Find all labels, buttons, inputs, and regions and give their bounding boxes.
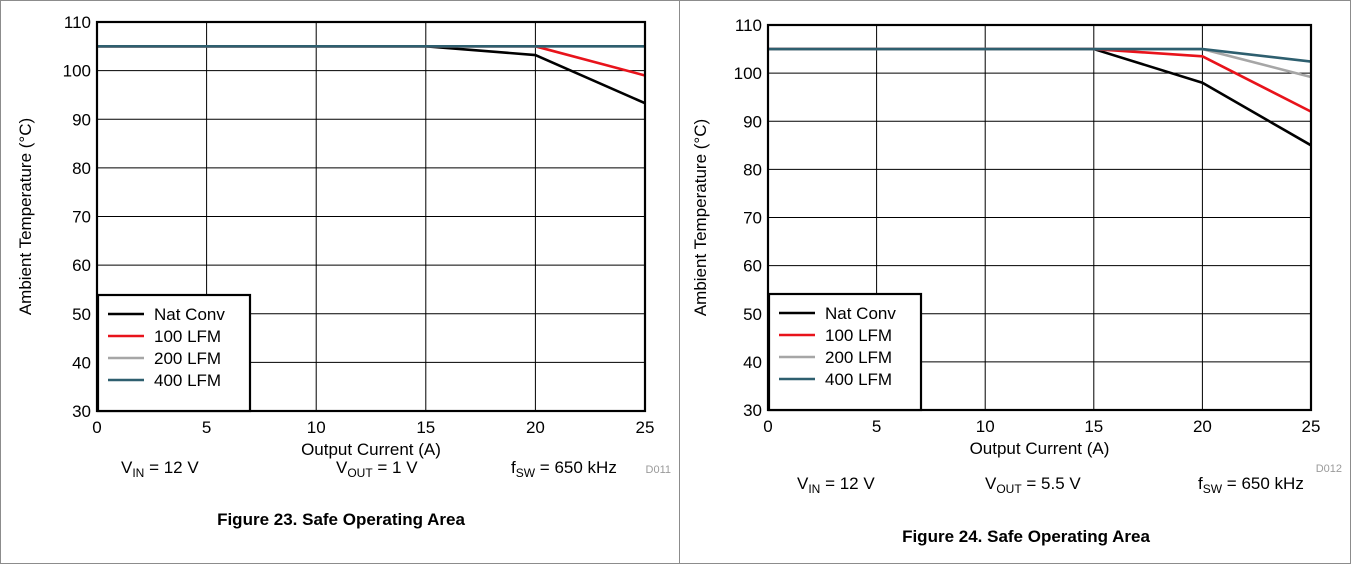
y-tick-label: 100 bbox=[734, 64, 762, 83]
condition-label: VOUT = 5.5 V bbox=[985, 474, 1081, 496]
x-tick-label: 10 bbox=[976, 417, 995, 436]
x-tick-label: 20 bbox=[526, 418, 545, 437]
y-tick-label: 40 bbox=[72, 353, 91, 372]
figure-24-panel: 0 5 10 15 20 25 30 40 50 60 70 80 90 100 110 Output Cur… bbox=[679, 0, 1351, 564]
x-tick-label: 5 bbox=[202, 418, 211, 437]
condition-label: fSW = 650 kHz bbox=[511, 458, 617, 480]
x-tick-label: 15 bbox=[1084, 417, 1103, 436]
x-axis-label: Output Current (A) bbox=[301, 440, 441, 459]
legend-label: 400 LFM bbox=[154, 371, 221, 390]
x-axis-label: Output Current (A) bbox=[970, 439, 1110, 458]
condition-label: fSW = 650 kHz bbox=[1198, 474, 1304, 496]
legend-label: 100 LFM bbox=[154, 327, 221, 346]
y-tick-label: 70 bbox=[72, 208, 91, 227]
y-axis-label: Ambient Temperature (°C) bbox=[16, 118, 35, 315]
y-tick-label: 40 bbox=[743, 353, 762, 372]
figure-caption: Figure 24. Safe Operating Area bbox=[902, 527, 1150, 546]
figure-code: D011 bbox=[646, 464, 671, 476]
series-line-nat-conv bbox=[768, 47, 1312, 147]
condition-label: VIN = 12 V bbox=[797, 474, 875, 496]
y-tick-label: 110 bbox=[64, 13, 91, 32]
y-tick-label: 90 bbox=[72, 110, 91, 129]
legend-label: 100 LFM bbox=[825, 326, 892, 345]
x-tick-label: 0 bbox=[92, 418, 101, 437]
plot-frame bbox=[95, 20, 647, 413]
figure-caption: Figure 23. Safe Operating Area bbox=[217, 510, 465, 529]
y-tick-label: 110 bbox=[735, 16, 762, 35]
legend-label: 200 LFM bbox=[154, 349, 221, 368]
y-tick-label: 100 bbox=[63, 62, 91, 81]
x-tick-label: 25 bbox=[636, 418, 655, 437]
legend-label: 200 LFM bbox=[825, 348, 892, 367]
y-tick-label: 50 bbox=[743, 305, 762, 324]
series-group bbox=[97, 45, 646, 105]
legend: Nat Conv 100 LFM 200 LFM 400 LFM bbox=[96, 293, 252, 413]
y-axis-label: Ambient Temperature (°C) bbox=[691, 119, 710, 316]
y-tick-label: 70 bbox=[743, 209, 762, 228]
y-tick-label: 60 bbox=[743, 257, 762, 276]
y-tick-label: 30 bbox=[743, 401, 762, 420]
series-line-100-lfm bbox=[768, 47, 1312, 113]
legend-label: Nat Conv bbox=[825, 304, 896, 323]
safe-operating-area-chart-24: 0 5 10 15 20 25 30 40 50 60 70 80 90 100 110 Output Cur… bbox=[691, 16, 1342, 546]
legend: Nat Conv 100 LFM 200 LFM 400 LFM bbox=[767, 292, 923, 412]
x-tick-label: 10 bbox=[307, 418, 326, 437]
legend-label: 400 LFM bbox=[825, 370, 892, 389]
figure-23-panel: 0 5 10 15 20 25 30 40 50 60 70 80 90 100 110 Output Cur… bbox=[0, 0, 680, 564]
y-tick-label: 30 bbox=[72, 402, 91, 421]
x-tick-label: 0 bbox=[763, 417, 772, 436]
x-tick-label: 15 bbox=[416, 418, 435, 437]
x-tick-label: 20 bbox=[1193, 417, 1212, 436]
y-tick-label: 50 bbox=[72, 305, 91, 324]
x-tick-label: 5 bbox=[872, 417, 881, 436]
y-tick-label: 60 bbox=[72, 256, 91, 275]
y-tick-label: 90 bbox=[743, 112, 762, 131]
x-tick-label: 25 bbox=[1302, 417, 1321, 436]
y-tick-label: 80 bbox=[72, 159, 91, 178]
plot-frame bbox=[766, 23, 1313, 412]
series-line-400-lfm bbox=[768, 47, 1312, 63]
condition-label: VOUT = 1 V bbox=[336, 458, 418, 480]
series-group bbox=[768, 47, 1312, 147]
y-tick-label: 80 bbox=[743, 160, 762, 179]
safe-operating-area-chart-23: 0 5 10 15 20 25 30 40 50 60 70 80 90 100 110 Output Cur… bbox=[16, 13, 671, 529]
legend-label: Nat Conv bbox=[154, 305, 225, 324]
figure-code: D012 bbox=[1316, 463, 1342, 475]
condition-label: VIN = 12 V bbox=[121, 458, 199, 480]
